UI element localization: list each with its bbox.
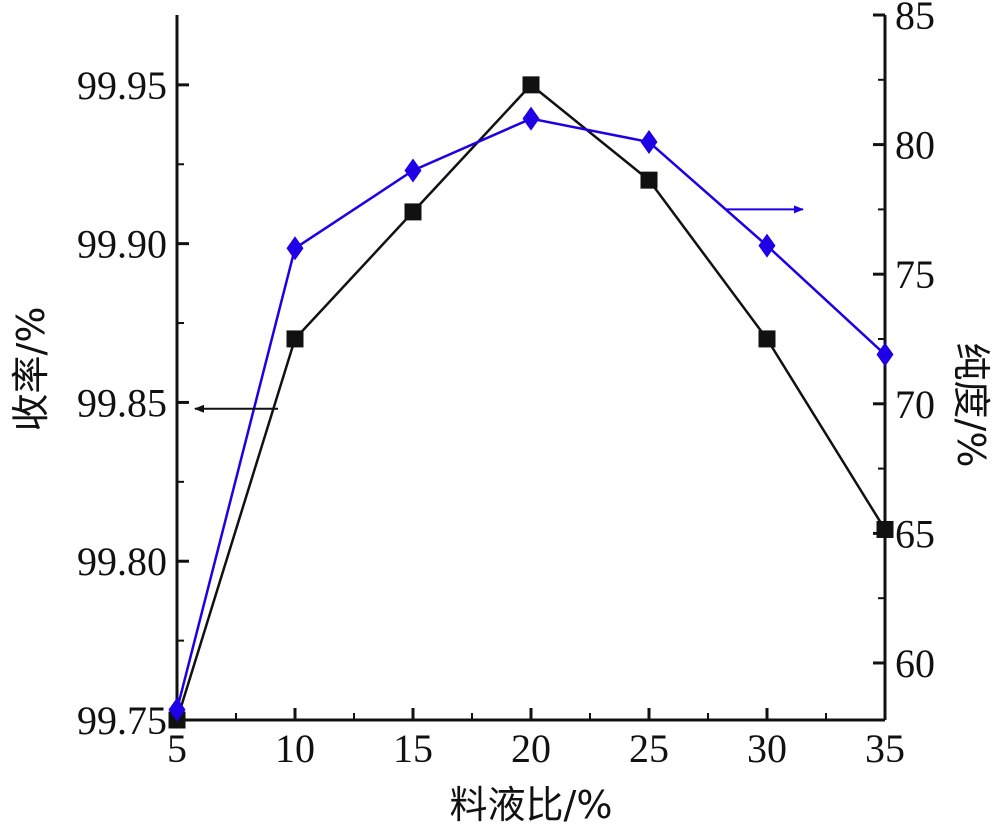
right-y-tick-label: 85	[895, 0, 935, 38]
left-y-tick-label: 99.75	[77, 698, 167, 743]
right-y-tick-label: 60	[895, 641, 935, 686]
series-layer	[168, 76, 894, 729]
left-y-tick-label: 99.80	[77, 539, 167, 584]
series-0-point	[758, 330, 776, 348]
axes: 5 10 15 20 25 30 35 99.75 99.80 99.85 99.90 99.95 60…	[77, 0, 935, 771]
series-0-point	[286, 330, 304, 348]
x-tick-label: 30	[747, 726, 787, 771]
series-1-point	[640, 130, 658, 155]
x-axis-title: 料液比/%	[450, 783, 613, 827]
left-y-tick-label: 99.95	[77, 63, 167, 108]
series-0-point	[404, 203, 422, 221]
series-0-point	[522, 76, 540, 94]
series-1-point	[522, 106, 540, 131]
annotation-layer	[194, 205, 804, 413]
right-y-tick-label: 70	[895, 382, 935, 427]
left-y-tick-label: 99.85	[77, 380, 167, 425]
x-tick-label: 15	[393, 726, 433, 771]
x-tick-label: 25	[629, 726, 669, 771]
series-0-point	[876, 520, 894, 538]
series-1-point	[404, 158, 422, 183]
series-0-point	[640, 171, 658, 189]
x-tick-label: 35	[865, 726, 905, 771]
series-1-point	[758, 233, 776, 258]
series-1-line	[175, 117, 886, 710]
right-y-tick-label: 80	[895, 123, 935, 168]
x-tick-label: 5	[167, 726, 187, 771]
right-y-tick-label: 65	[895, 511, 935, 556]
left-y-tick-label: 99.90	[77, 222, 167, 267]
series-0-line	[175, 83, 887, 721]
right-y-tick-label: 75	[895, 252, 935, 297]
right-y-axis-title: 纯度/%	[949, 343, 993, 468]
x-tick-label: 10	[275, 726, 315, 771]
series-1-point	[168, 697, 186, 722]
x-tick-label: 20	[511, 726, 551, 771]
left-y-axis-title: 收率/%	[9, 307, 53, 432]
series-1-point	[876, 342, 894, 367]
series-1-point	[286, 236, 304, 261]
